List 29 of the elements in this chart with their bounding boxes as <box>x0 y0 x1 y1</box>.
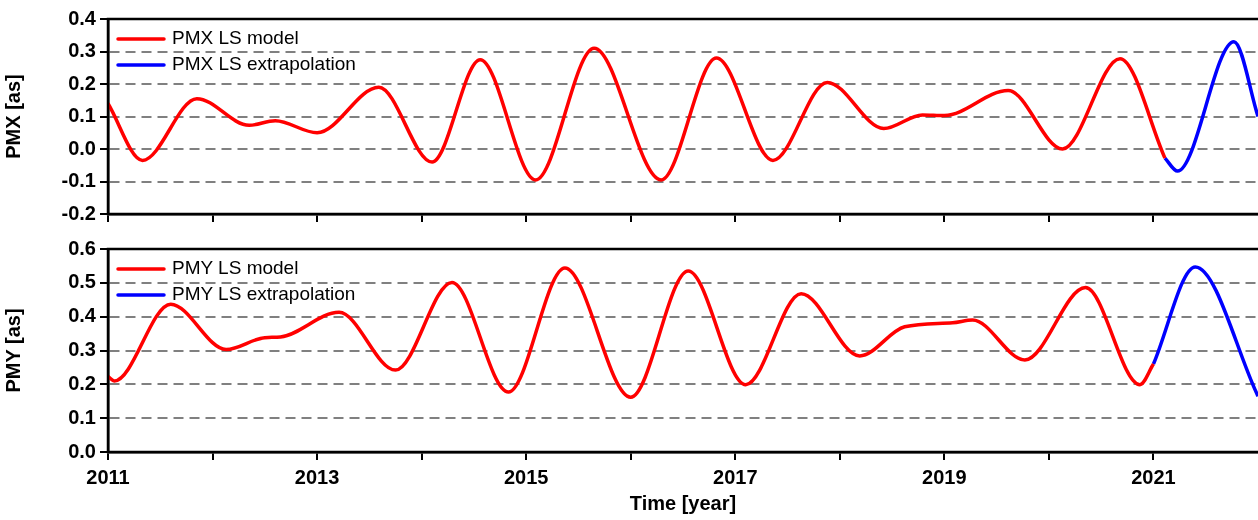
x-tick-label: 2013 <box>294 465 340 488</box>
line-series <box>1163 40 1258 173</box>
x-tick-label: 2015 <box>503 465 549 488</box>
y-tick-label: 0.0 <box>68 439 96 462</box>
x-tick-label: 2011 <box>86 465 130 488</box>
x-tick-label: 2019 <box>922 465 967 488</box>
y-axis-title: PMY [as] <box>1 308 24 393</box>
y-axis-title: PMX [as] <box>1 74 24 159</box>
y-tick-label: 0.3 <box>68 338 96 361</box>
legend-label: PMY LS extrapolation <box>172 283 356 305</box>
x-tick-label: 2021 <box>1131 465 1176 488</box>
y-tick-label: 0.5 <box>68 270 96 293</box>
y-tick-label: 0.6 <box>68 236 96 259</box>
x-axis-title: Time [year] <box>629 491 737 514</box>
y-tick-label: 0.2 <box>68 371 96 394</box>
y-tick-label: 0.4 <box>68 304 97 327</box>
legend-label: PMY LS model <box>172 257 299 279</box>
legend-label: PMX LS model <box>172 27 299 49</box>
legend-label: PMX LS extrapolation <box>172 53 356 75</box>
y-tick-label: -0.1 <box>61 169 96 192</box>
y-tick-label: -0.2 <box>61 201 96 224</box>
y-tick-label: 0.4 <box>68 6 97 29</box>
line-series <box>108 46 1167 182</box>
y-tick-label: 0.2 <box>68 71 96 94</box>
y-tick-label: 0.1 <box>68 405 96 428</box>
y-tick-label: 0.0 <box>68 136 96 159</box>
x-tick-label: 2017 <box>713 465 758 488</box>
y-tick-label: 0.3 <box>68 39 96 62</box>
y-tick-label: 0.1 <box>68 104 96 127</box>
